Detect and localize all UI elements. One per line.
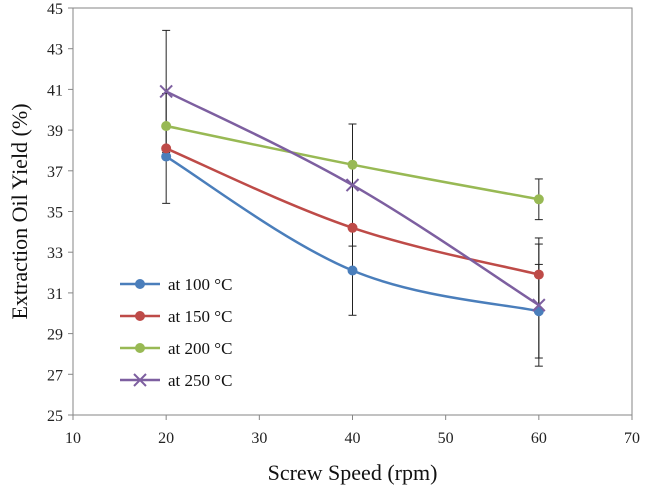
x-tick-label: 30 bbox=[251, 430, 267, 447]
legend-label: at 250 °C bbox=[168, 371, 232, 390]
series-4-point bbox=[532, 298, 546, 312]
y-tick-label: 45 bbox=[47, 1, 63, 18]
marker-stroke bbox=[133, 373, 147, 387]
y-tick-label: 33 bbox=[47, 245, 63, 262]
x-tick-label: 40 bbox=[345, 430, 361, 447]
marker-stroke bbox=[159, 84, 173, 99]
y-tick-label: 27 bbox=[47, 367, 63, 384]
marker-stroke bbox=[345, 178, 360, 192]
y-tick-label: 35 bbox=[47, 205, 63, 222]
legend-label: at 200 °C bbox=[168, 339, 232, 358]
series-3-point bbox=[347, 159, 358, 170]
y-tick-label: 25 bbox=[47, 408, 63, 425]
legend-swatch-marker bbox=[135, 279, 145, 289]
series-3-point bbox=[533, 194, 544, 205]
y-tick-label: 29 bbox=[47, 327, 63, 344]
series-markers bbox=[159, 84, 546, 317]
legend-swatch-marker bbox=[135, 311, 145, 321]
series-1-point bbox=[347, 265, 358, 276]
legend-item: at 250 °C bbox=[120, 371, 232, 390]
legend-item: at 200 °C bbox=[120, 339, 232, 358]
y-tick-label: 39 bbox=[47, 123, 63, 140]
legend-item: at 150 °C bbox=[120, 307, 232, 326]
y-tick-label: 31 bbox=[47, 286, 63, 303]
series-4-point bbox=[159, 84, 173, 99]
x-tick-label: 60 bbox=[531, 430, 547, 447]
legend-item: at 100 °C bbox=[120, 275, 232, 294]
series-2-point bbox=[161, 143, 172, 154]
y-axis-title: Extraction Oil Yield (%) bbox=[7, 103, 32, 319]
series-3-point bbox=[161, 121, 172, 132]
series-4-point bbox=[345, 178, 360, 192]
legend: at 100 °C at 150 °C at 200 °C at 250 °C bbox=[120, 275, 232, 390]
x-tick-label: 20 bbox=[158, 430, 174, 447]
y-tick-label: 41 bbox=[47, 82, 63, 99]
legend-label: at 150 °C bbox=[168, 307, 232, 326]
x-axis-title: Screw Speed (rpm) bbox=[268, 460, 438, 485]
series-2-point bbox=[347, 222, 358, 233]
marker-stroke bbox=[532, 298, 546, 312]
y-tick-label: 43 bbox=[47, 42, 63, 59]
series-2-point bbox=[533, 269, 544, 280]
x-tick-label: 70 bbox=[624, 430, 640, 447]
legend-label: at 100 °C bbox=[168, 275, 232, 294]
x-axis-ticks: 10 20 30 40 50 60 70 bbox=[65, 415, 640, 447]
legend-swatch-marker bbox=[135, 343, 145, 353]
y-axis-ticks: 25 27 29 31 33 35 37 39 41 43 45 bbox=[47, 1, 73, 425]
y-tick-label: 37 bbox=[47, 164, 63, 181]
x-tick-label: 50 bbox=[438, 430, 454, 447]
x-tick-label: 10 bbox=[65, 430, 81, 447]
legend-swatch-marker bbox=[133, 373, 147, 387]
series-1-point bbox=[533, 306, 544, 317]
